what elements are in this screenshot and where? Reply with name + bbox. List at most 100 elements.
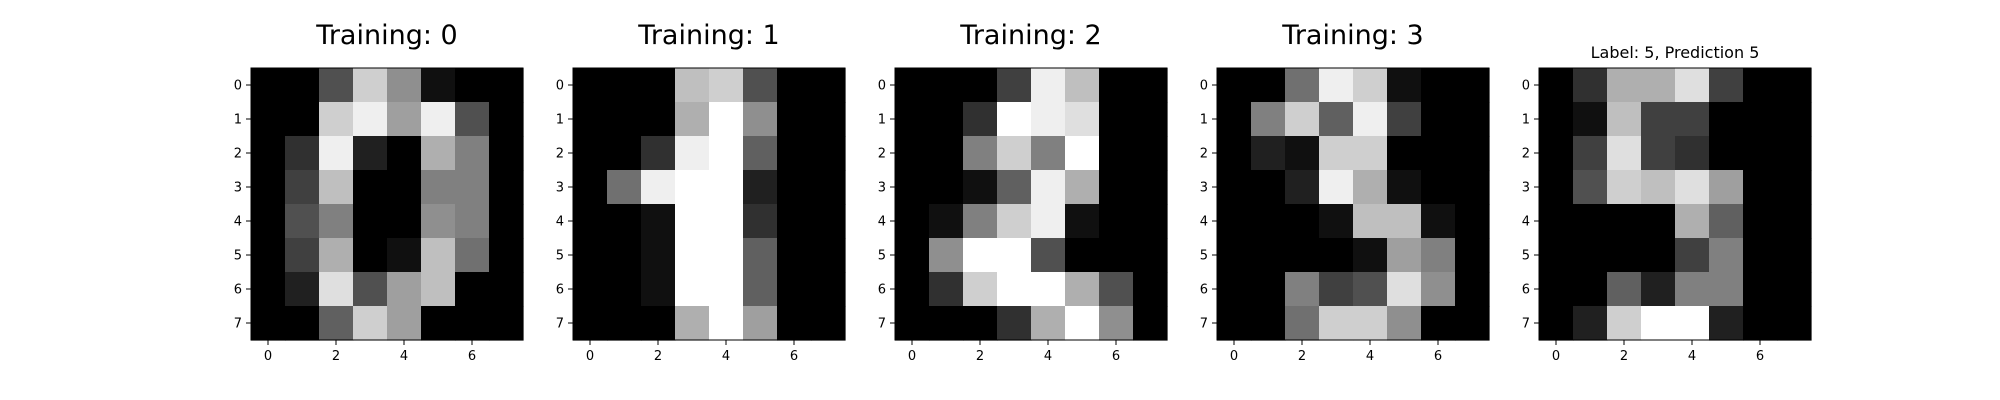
heatmap-cell — [641, 238, 676, 273]
heatmap-cell — [709, 170, 744, 205]
heatmap-cell — [1251, 170, 1286, 205]
heatmap-cell — [675, 306, 710, 341]
heatmap-cell — [895, 272, 930, 307]
heatmap-cell — [1251, 136, 1286, 171]
heatmap-cell — [929, 272, 964, 307]
heatmap-cell — [607, 238, 642, 273]
heatmap-cell — [285, 170, 320, 205]
heatmap-cell — [1675, 102, 1710, 137]
heatmap-cell — [1133, 238, 1168, 273]
heatmap-cell — [811, 170, 846, 205]
heatmap-cell — [1217, 136, 1252, 171]
heatmap-cell — [1319, 68, 1354, 103]
heatmap-cell — [1217, 306, 1252, 341]
digit-panel: Training: 3 0 2 4 6 0 1 2 3 4 5 6 7 — [1200, 20, 1490, 364]
heatmap-cell — [1455, 102, 1490, 137]
heatmap-cell — [489, 238, 524, 273]
heatmap-cell — [251, 170, 286, 205]
heatmap-cell — [1607, 238, 1642, 273]
heatmap-cell — [641, 306, 676, 341]
heatmap-cell — [421, 238, 456, 273]
heatmap-cell — [743, 238, 778, 273]
heatmap-cell — [1709, 306, 1744, 341]
y-tick-label: 6 — [556, 283, 564, 298]
heatmap-cell — [1539, 68, 1574, 103]
y-tick-label: 7 — [1200, 317, 1208, 332]
heatmap-cell — [573, 170, 608, 205]
heatmap-cell — [963, 306, 998, 341]
heatmap-cell — [1455, 170, 1490, 205]
heatmap-cell — [811, 272, 846, 307]
heatmap-cell — [455, 204, 490, 239]
heatmap-cell — [1641, 170, 1676, 205]
heatmap-cell — [1217, 102, 1252, 137]
y-tick-label: 4 — [1522, 215, 1530, 230]
heatmap-cell — [1319, 136, 1354, 171]
heatmap-cell — [997, 136, 1032, 171]
heatmap-cell — [421, 272, 456, 307]
heatmap-cell — [1641, 238, 1676, 273]
heatmap-cell — [895, 204, 930, 239]
heatmap-cell — [1099, 170, 1134, 205]
heatmap-cell — [743, 170, 778, 205]
heatmap-cell — [777, 238, 812, 273]
heatmap-cell — [353, 102, 388, 137]
heatmap-cell — [1031, 136, 1066, 171]
heatmap-cell — [1539, 306, 1574, 341]
heatmap-cell — [1709, 272, 1744, 307]
heatmap-cell — [963, 272, 998, 307]
y-tick-label: 3 — [1522, 181, 1530, 196]
heatmap-cell — [641, 102, 676, 137]
heatmap-cell — [1353, 204, 1388, 239]
heatmap-cell — [1641, 272, 1676, 307]
heatmap-cell — [895, 136, 930, 171]
x-tick-label: 6 — [468, 349, 476, 364]
heatmap-cell — [1387, 204, 1422, 239]
heatmap-cell — [895, 238, 930, 273]
heatmap-cell — [1709, 102, 1744, 137]
heatmap-cell — [743, 136, 778, 171]
heatmap-cell — [997, 238, 1032, 273]
heatmap-cell — [1421, 170, 1456, 205]
heatmap-cell — [1319, 238, 1354, 273]
heatmap-cell — [1217, 272, 1252, 307]
heatmap-cell — [1217, 238, 1252, 273]
heatmap-cell — [641, 136, 676, 171]
heatmap-cell — [963, 136, 998, 171]
heatmap-cell — [997, 204, 1032, 239]
heatmap-cell — [421, 136, 456, 171]
heatmap-cell — [1675, 204, 1710, 239]
heatmap-cell — [1607, 306, 1642, 341]
digit-panel: Training: 2 0 2 4 6 0 1 2 3 4 5 6 7 — [878, 20, 1168, 364]
axes-frame — [250, 67, 524, 341]
heatmap-cell — [1387, 238, 1422, 273]
heatmap-cell — [1641, 136, 1676, 171]
x-tick-label: 0 — [264, 349, 272, 364]
heatmap-cell — [1777, 136, 1812, 171]
heatmap-cell — [421, 102, 456, 137]
heatmap-cell — [641, 204, 676, 239]
heatmap-cell — [1065, 68, 1100, 103]
y-tick-label: 5 — [1200, 249, 1208, 264]
heatmap-cell — [811, 136, 846, 171]
heatmap-cell — [489, 102, 524, 137]
heatmap-cell — [1285, 306, 1320, 341]
y-tick-label: 4 — [556, 215, 564, 230]
heatmap-cell — [1133, 306, 1168, 341]
heatmap-cell — [1285, 102, 1320, 137]
heatmap-cell — [251, 204, 286, 239]
heatmap-cell — [319, 170, 354, 205]
y-tick-label: 5 — [556, 249, 564, 264]
heatmap-cell — [1421, 306, 1456, 341]
heatmap-cell — [455, 306, 490, 341]
heatmap-cell — [387, 102, 422, 137]
heatmap-cell — [251, 238, 286, 273]
heatmap-cell — [387, 272, 422, 307]
heatmap-cell — [811, 204, 846, 239]
heatmap-cell — [1573, 238, 1608, 273]
heatmap-cell — [1675, 170, 1710, 205]
heatmap-cell — [1099, 272, 1134, 307]
heatmap-cell — [353, 204, 388, 239]
heatmap-cell — [675, 238, 710, 273]
heatmap-cell — [963, 68, 998, 103]
